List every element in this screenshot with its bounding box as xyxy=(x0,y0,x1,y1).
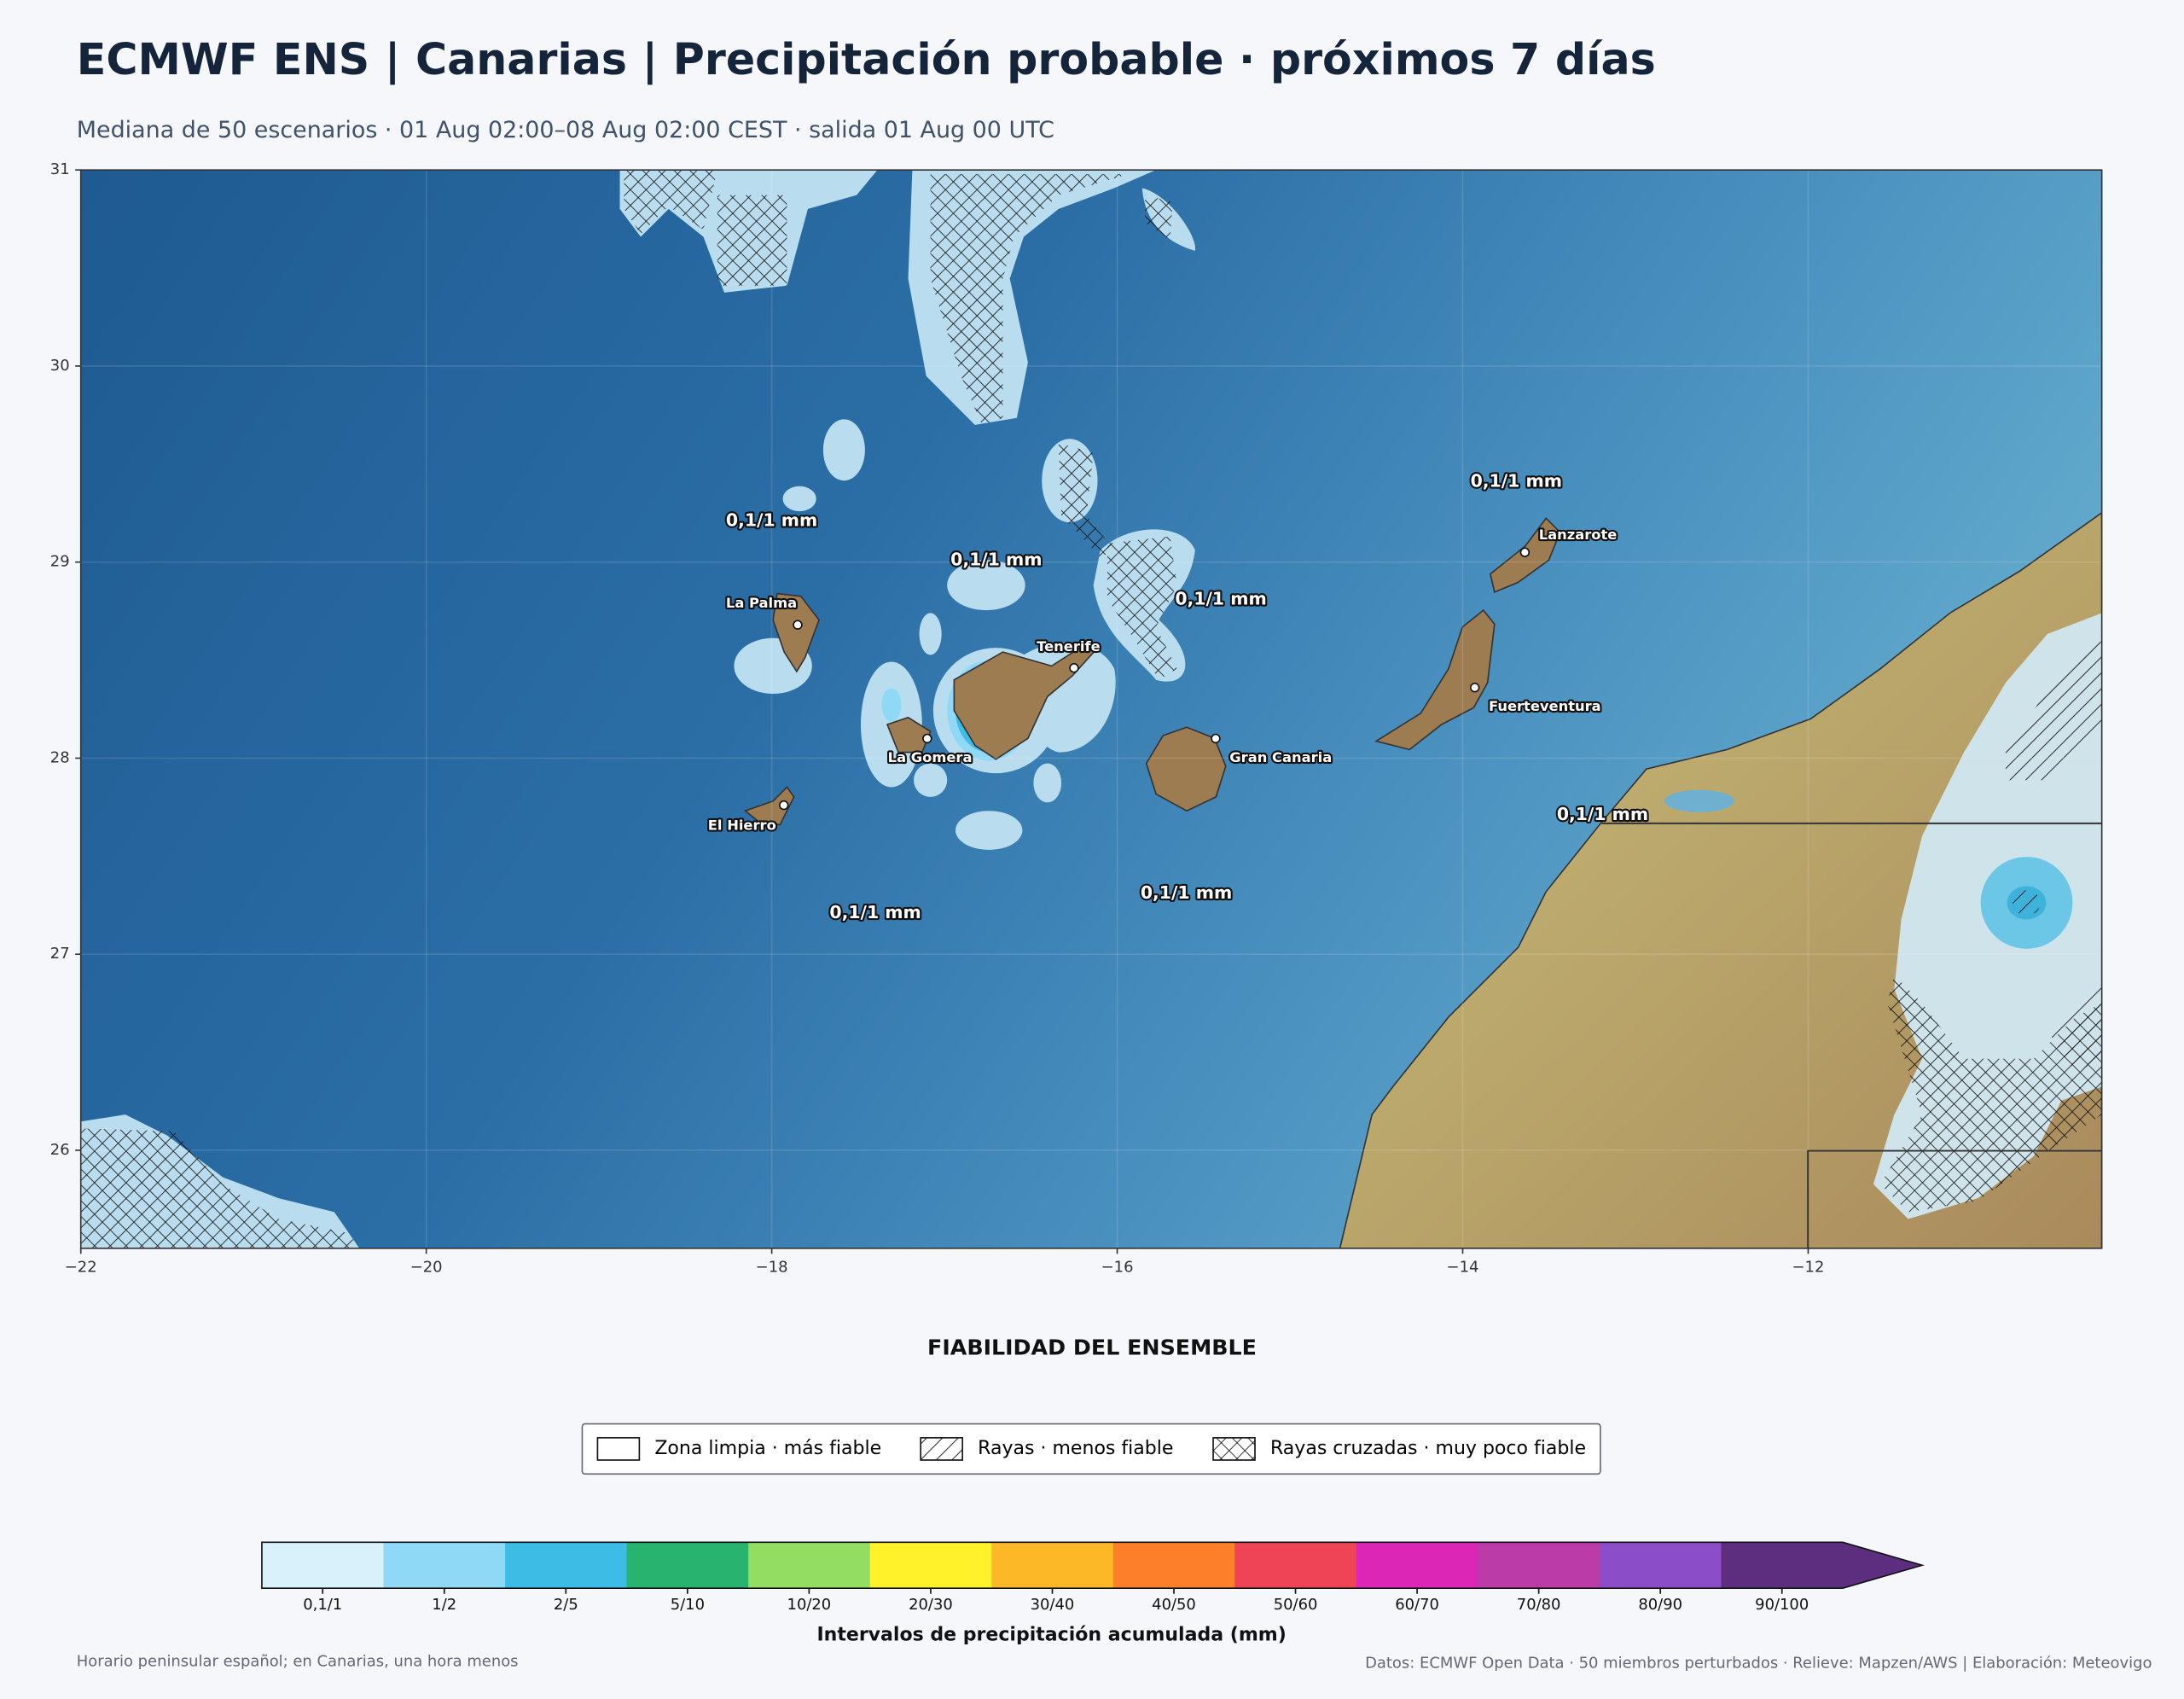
x-tick-label: −22 xyxy=(65,1259,97,1277)
colorbar-swatch xyxy=(1234,1542,1357,1589)
precip-label: 0,1/1 mm xyxy=(829,902,921,922)
colorbar-label: 40/50 xyxy=(1152,1596,1196,1614)
precip-label: 0,1/1 mm xyxy=(1557,804,1648,824)
place-marker xyxy=(793,620,803,630)
colorbar-swatch xyxy=(505,1542,628,1589)
colorbar-swatch xyxy=(1721,1542,1844,1589)
precip-label: 0,1/1 mm xyxy=(1471,470,1562,491)
precip-label: 0,1/1 mm xyxy=(1175,588,1266,608)
legend-box xyxy=(581,1423,1601,1475)
colorbar-swatch xyxy=(991,1542,1114,1589)
hatch xyxy=(2006,641,2102,1074)
x-tick-label: −12 xyxy=(1792,1259,1825,1277)
colorbar-label: 80/90 xyxy=(1638,1596,1682,1614)
colorbar-title: Intervalos de precipitación acumulada (m… xyxy=(816,1625,1286,1646)
colorbar-label: 30/40 xyxy=(1031,1596,1075,1614)
place-label: La Palma xyxy=(726,595,797,611)
place-label: Tenerife xyxy=(1037,638,1101,655)
legend-swatch xyxy=(920,1437,963,1461)
borders xyxy=(1601,822,2102,1248)
x-tick-label: −14 xyxy=(1447,1259,1479,1277)
y-tick-label: 30 xyxy=(50,357,70,375)
place-marker xyxy=(1469,683,1480,693)
lagoon xyxy=(1664,789,1734,812)
colorbar-swatch xyxy=(1478,1542,1600,1589)
precip-label: 0,1/1 mm xyxy=(726,509,817,530)
legend-swatch xyxy=(596,1437,641,1461)
colorbar-label: 5/10 xyxy=(671,1596,705,1614)
place-label: Fuerteventura xyxy=(1489,698,1601,714)
place-label: Gran Canaria xyxy=(1229,749,1332,765)
place-marker xyxy=(1519,547,1531,557)
colorbar-label: 1/2 xyxy=(432,1596,456,1614)
footer-left: Horario peninsular español; en Canarias,… xyxy=(77,1653,519,1671)
place-label: La Gomera xyxy=(888,749,973,765)
place-marker xyxy=(922,733,932,744)
legend-item: Rayas cruzadas · muy poco fiable xyxy=(1270,1438,1586,1459)
colorbar-swatch xyxy=(869,1542,993,1589)
y-tick-label: 27 xyxy=(50,945,70,963)
colorbar-label: 60/70 xyxy=(1395,1596,1439,1614)
y-tick-label: 26 xyxy=(50,1141,70,1159)
y-tick-label: 28 xyxy=(50,748,70,766)
place-marker xyxy=(1069,663,1079,673)
map xyxy=(80,170,2102,1248)
place-marker xyxy=(1211,733,1221,744)
colorbar-frame xyxy=(261,1541,1925,1590)
legend-title: FIABILIDAD DEL ENSEMBLE xyxy=(927,1335,1257,1359)
place-label: Lanzarote xyxy=(1539,527,1618,543)
colorbar-swatch xyxy=(748,1542,871,1589)
colorbar-label: 20/30 xyxy=(909,1596,953,1614)
y-tick-label: 29 xyxy=(50,553,70,571)
colorbar-label: 70/80 xyxy=(1517,1596,1561,1614)
colorbar-label: 10/20 xyxy=(787,1596,832,1614)
x-tick-label: −18 xyxy=(756,1259,788,1277)
footer-right: Datos: ECMWF Open Data · 50 miembros per… xyxy=(1365,1654,2152,1672)
place-marker xyxy=(779,800,789,811)
crosshatch xyxy=(80,170,2102,1248)
colorbar-swatch xyxy=(1599,1542,1722,1589)
legend-item: Rayas · menos fiable xyxy=(978,1438,1173,1459)
precip-1-2 xyxy=(881,688,902,722)
colorbar-label: 0,1/1 xyxy=(303,1596,342,1614)
legend-swatch xyxy=(1212,1437,1256,1461)
colorbar-swatch xyxy=(383,1542,506,1589)
colorbar-swatch xyxy=(1112,1542,1236,1589)
grid xyxy=(80,170,2102,1248)
colorbar-swatch xyxy=(1356,1542,1479,1589)
x-tick-label: −20 xyxy=(410,1259,443,1277)
precip-label: 0,1/1 mm xyxy=(950,549,1042,569)
place-label: El Hierro xyxy=(708,817,776,834)
islands xyxy=(743,517,1561,826)
colorbar-swatch xyxy=(626,1542,749,1589)
colorbar-label: 90/100 xyxy=(1755,1596,1809,1614)
colorbar-swatch xyxy=(261,1542,385,1589)
colorbar-label: 50/60 xyxy=(1274,1596,1318,1614)
colorbar-label: 2/5 xyxy=(554,1596,578,1614)
legend-item: Zona limpia · más fiable xyxy=(654,1438,881,1459)
map-frame xyxy=(79,169,2103,1249)
y-tick-label: 31 xyxy=(50,160,70,178)
colorbar-extension xyxy=(1842,1542,1923,1589)
x-tick-label: −16 xyxy=(1101,1259,1134,1277)
subtitle: Mediana de 50 escenarios · 01 Aug 02:00–… xyxy=(77,117,1054,143)
precip-label: 0,1/1 mm xyxy=(1141,882,1232,903)
title: ECMWF ENS | Canarias | Precipitación pro… xyxy=(77,34,1656,84)
